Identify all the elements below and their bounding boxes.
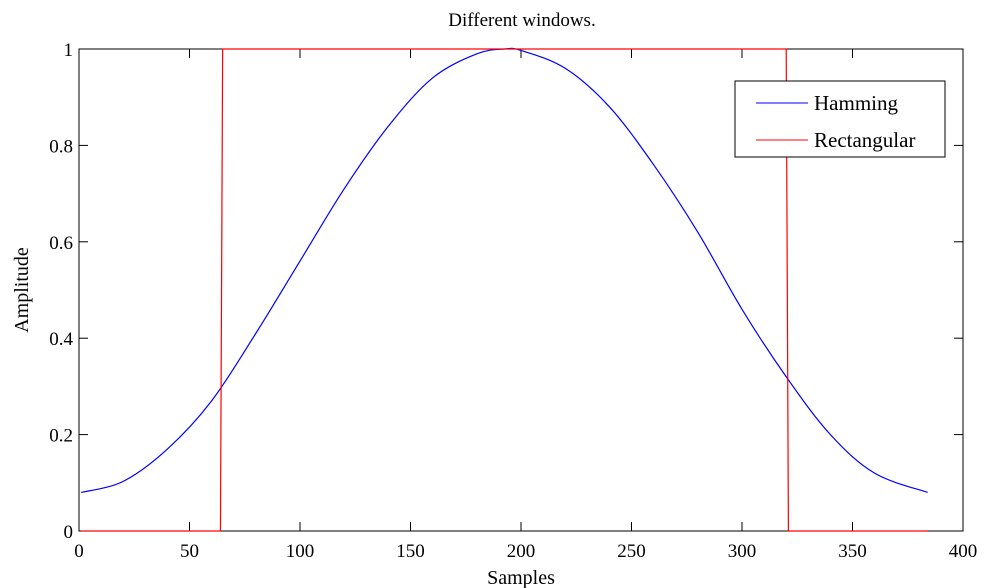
x-tick-label: 250 <box>617 541 646 562</box>
x-tick-label: 150 <box>396 541 425 562</box>
x-tick-label: 400 <box>949 541 978 562</box>
y-tick-label: 1 <box>64 40 74 61</box>
x-tick-label: 0 <box>74 541 84 562</box>
y-axis-label: Amplitude <box>11 247 33 333</box>
y-tick-label: 0.6 <box>49 233 73 254</box>
series-line-rectangular <box>81 48 928 532</box>
x-tick-label: 350 <box>838 541 867 562</box>
y-tick-label: 0 <box>64 522 74 543</box>
x-axis-label: Samples <box>487 567 555 588</box>
legend-box <box>734 80 946 158</box>
y-tick-label: 0.8 <box>49 136 73 157</box>
y-tick-label: 0.4 <box>49 329 73 350</box>
x-tick-label: 300 <box>728 541 757 562</box>
x-axis: 0 50 100 150 200 250 300 350 400 <box>74 49 977 562</box>
chart-title: Different windows. <box>448 10 595 31</box>
y-axis: 0 0.2 0.4 0.6 0.8 1 <box>49 40 963 543</box>
x-tick-label: 100 <box>286 541 315 562</box>
x-tick-label: 50 <box>180 541 199 562</box>
legend-label-rectangular: Rectangular <box>814 128 915 152</box>
legend: Hamming Rectangular <box>734 80 946 158</box>
y-tick-label: 0.2 <box>49 426 73 447</box>
series-layer <box>81 47 928 532</box>
x-tick-label: 200 <box>507 541 536 562</box>
legend-label-hamming: Hamming <box>814 91 898 115</box>
